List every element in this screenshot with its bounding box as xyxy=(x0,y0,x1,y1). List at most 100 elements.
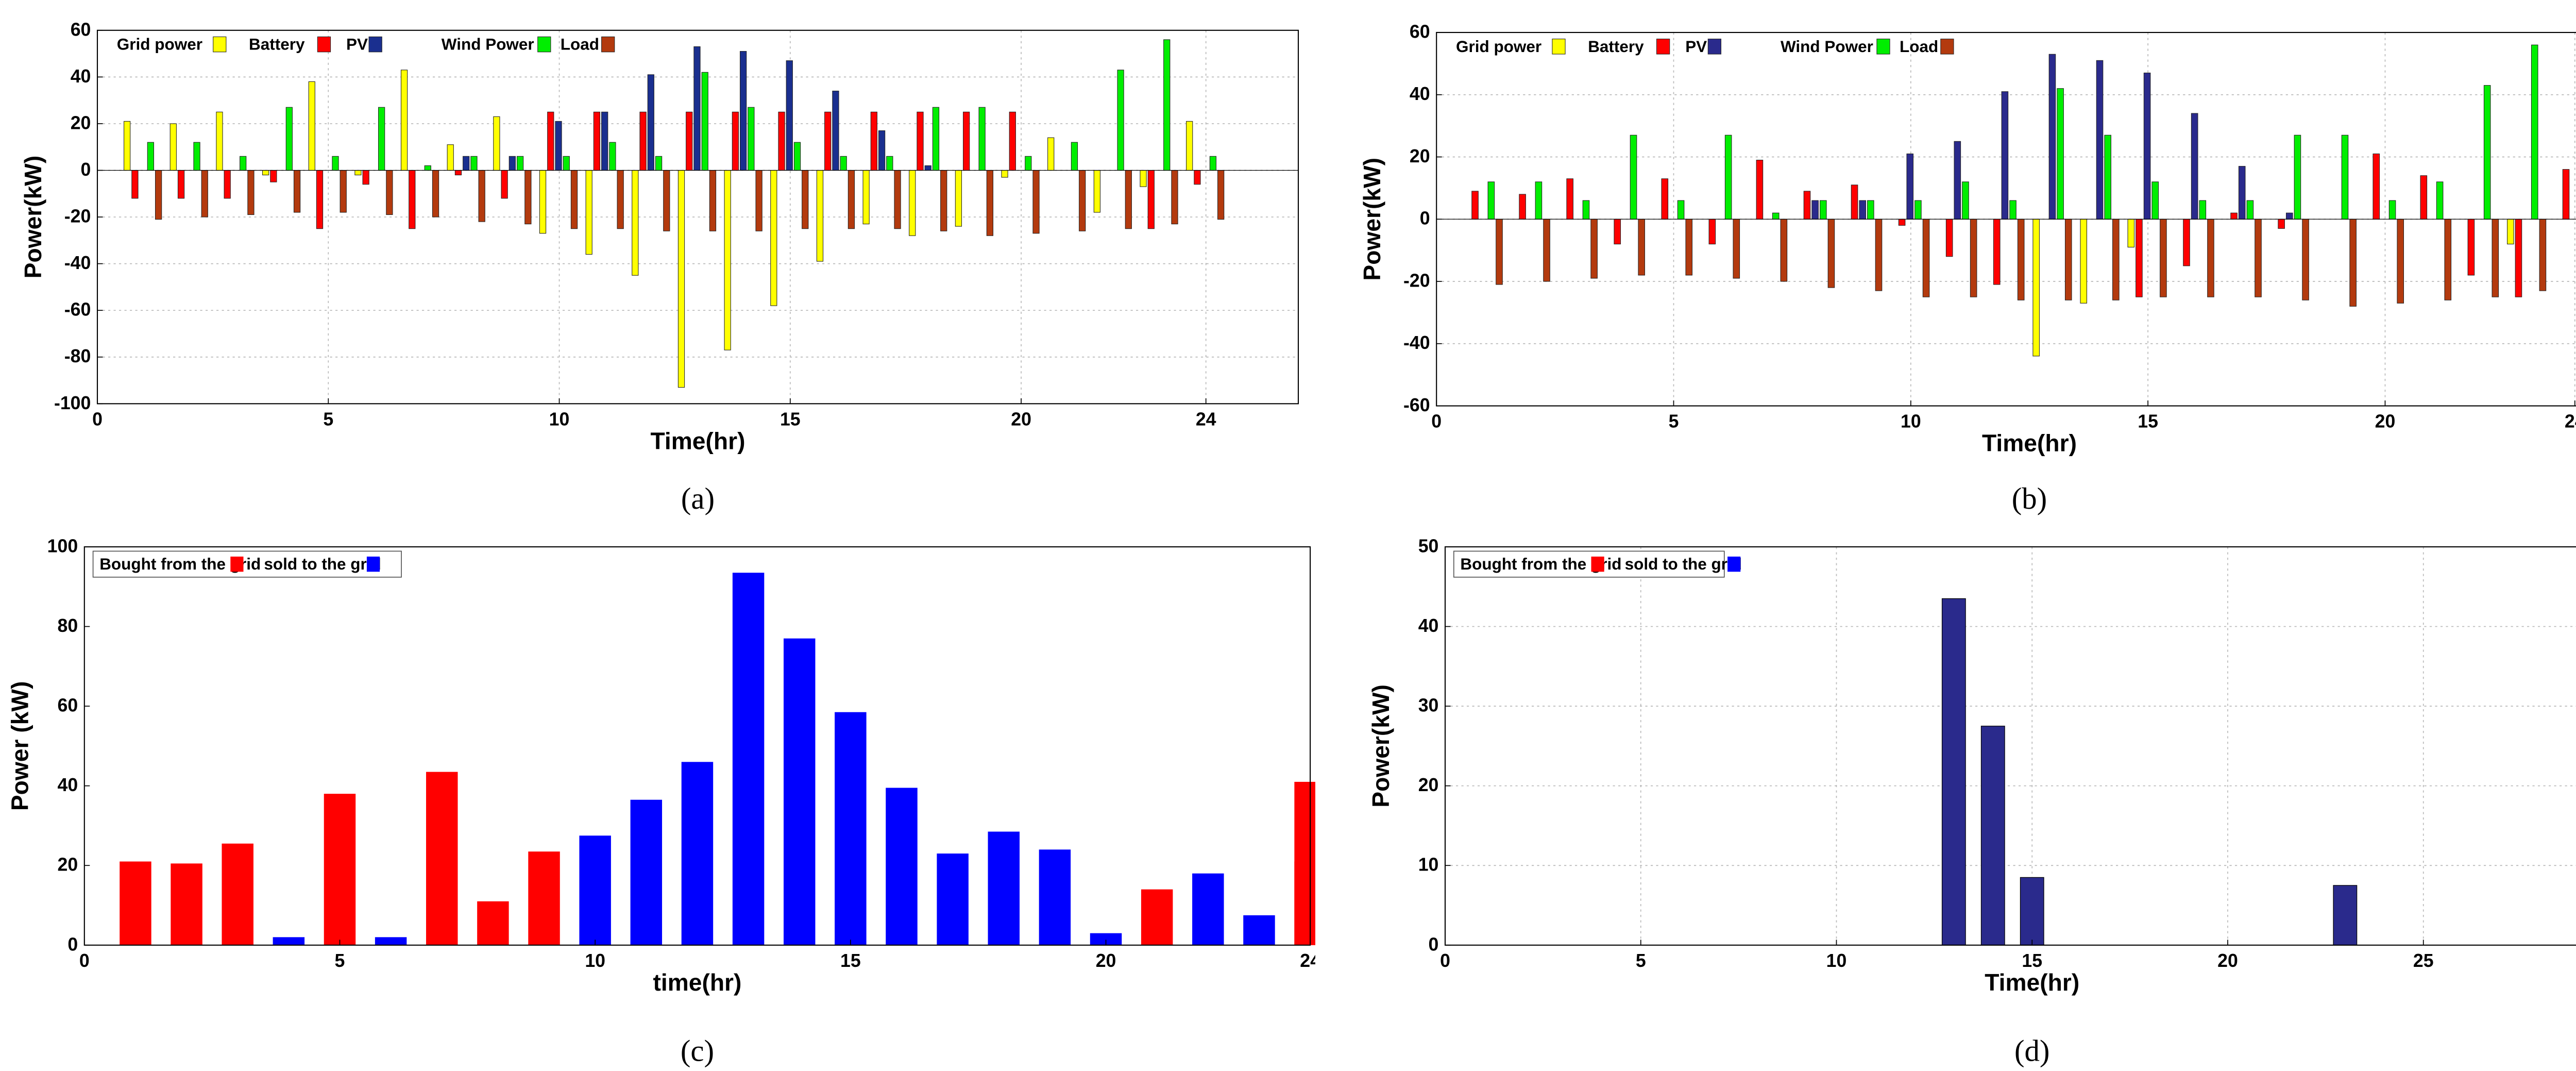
bar-load xyxy=(1032,170,1040,234)
bar-wind-power xyxy=(886,156,893,171)
x-tick-label: 10 xyxy=(549,409,570,429)
bar-battery xyxy=(454,170,462,176)
bar-load xyxy=(1733,219,1740,279)
x-tick-label: 0 xyxy=(92,409,103,429)
legend-label: Wind Power xyxy=(1781,37,1873,56)
bar-load xyxy=(617,170,624,229)
bar-battery xyxy=(1851,185,1858,220)
legend-swatch xyxy=(1727,556,1741,572)
chart-a: -100 -80 -60 -40 -20 0 20 40 60 0 5 10 15 20 24 Time(hr… xyxy=(20,19,1299,515)
x-tick-label: 5 xyxy=(335,950,345,971)
bar-battery xyxy=(1993,219,2001,285)
bar-wind-power xyxy=(2388,200,2396,220)
bar-pv xyxy=(601,111,608,171)
x-tick-label: 15 xyxy=(840,950,861,971)
bar-battery xyxy=(870,111,877,171)
bar-grid-power xyxy=(493,116,500,171)
y-axis-label: Power(kW) xyxy=(20,156,46,279)
bar-grid-power xyxy=(354,170,362,176)
legend-swatch xyxy=(601,36,615,53)
x-tick-label: 15 xyxy=(2138,411,2158,431)
legend-swatch xyxy=(1656,39,1670,55)
bar-sold xyxy=(937,854,969,945)
y-tick-label: 20 xyxy=(1418,775,1439,795)
x-axis-label: Time(hr) xyxy=(651,427,745,454)
x-tick-label: 10 xyxy=(585,950,605,971)
bar-pv xyxy=(647,74,654,171)
x-tick-label: 15 xyxy=(2022,950,2042,971)
y-tick-label: 20 xyxy=(57,855,78,875)
bar-battery xyxy=(1708,219,1716,245)
bar-grid-power xyxy=(724,170,731,350)
bar-sold xyxy=(988,831,1020,945)
bar-battery xyxy=(224,170,231,199)
bar-wind-power xyxy=(2151,181,2159,220)
bar-grid-power xyxy=(447,144,454,171)
panel-caption: (b) xyxy=(2012,482,2047,515)
bar-bought xyxy=(528,851,560,945)
bar-battery xyxy=(270,170,277,182)
bar-battery xyxy=(501,170,508,199)
legend-swatch xyxy=(317,36,331,53)
bar-battery xyxy=(2230,212,2238,220)
bar-pv xyxy=(1859,200,1866,220)
x-tick-label: 24 xyxy=(1196,409,1216,429)
bar-pv xyxy=(740,51,747,171)
y-axis-label: Power(kW) xyxy=(1359,158,1385,281)
y-tick-label: 20 xyxy=(1410,146,1430,166)
legend-swatch xyxy=(213,36,227,53)
legend-swatch xyxy=(1552,39,1566,55)
bar-grid-power xyxy=(955,170,962,227)
bar-battery xyxy=(2372,153,2380,220)
y-tick-label: 40 xyxy=(71,66,91,87)
bar-wind-power xyxy=(609,142,616,171)
legend-box xyxy=(92,550,402,578)
bar-grid-power xyxy=(1093,170,1100,213)
bar-sold xyxy=(579,835,611,945)
bar-load xyxy=(848,170,855,229)
legend-box xyxy=(1453,550,1725,578)
y-tick-label: 40 xyxy=(1410,83,1430,104)
bar-bought xyxy=(477,901,509,945)
bar-load xyxy=(1496,219,1503,285)
bar-pv xyxy=(2286,212,2293,220)
bar-battery xyxy=(917,111,924,171)
bar-load xyxy=(2397,219,2404,304)
bar-bought xyxy=(222,843,253,945)
bar-wind-power xyxy=(424,165,431,171)
x-tick-label: 0 xyxy=(79,950,90,971)
bar-sold xyxy=(732,573,765,945)
bar-bought xyxy=(120,861,151,945)
bar-grid-power xyxy=(2080,219,2088,304)
bar-grid-power xyxy=(308,81,315,171)
bar-wind-power xyxy=(1163,39,1171,171)
bar-grid-power xyxy=(816,170,824,262)
bar-wind-power xyxy=(1677,200,1685,220)
chart-b: -60 -40 -20 0 20 40 60 0 5 10 15 20 24 Time(hr) Power(… xyxy=(1359,22,2576,515)
bar-wind-power xyxy=(748,107,755,171)
y-tick-label: -40 xyxy=(64,253,91,273)
bar-load xyxy=(2444,219,2452,300)
chart-panel-d: 01020304050051015202530Time(hr)Power(kW)… xyxy=(1315,536,2576,1068)
bar-sold xyxy=(273,937,305,945)
bar-grid-power xyxy=(1001,170,1008,178)
y-tick-label: 40 xyxy=(1418,615,1439,636)
legend-label: Wind Power xyxy=(442,35,534,54)
y-tick-label: 20 xyxy=(71,112,91,133)
bar-battery xyxy=(409,170,416,229)
bar-bought xyxy=(1141,889,1173,945)
bar-load xyxy=(201,170,208,217)
chart-panel-c: 0 20 40 60 80 100 0 5 10 15 20 24 time(hr) Power (kW)… xyxy=(0,536,1326,1068)
panel-caption: (c) xyxy=(681,1034,714,1068)
bar-bought xyxy=(171,863,202,945)
bar-load xyxy=(386,170,393,215)
legend-label: Battery xyxy=(249,35,305,54)
bar-load xyxy=(155,170,162,220)
y-tick-label: -80 xyxy=(64,346,91,366)
bar-grid-power xyxy=(1186,121,1193,171)
bar-grid-power xyxy=(909,170,916,236)
bar-battery xyxy=(778,111,785,171)
y-tick-label: 0 xyxy=(81,159,91,180)
bar-grid-power xyxy=(400,70,408,171)
bar-load xyxy=(340,170,347,213)
